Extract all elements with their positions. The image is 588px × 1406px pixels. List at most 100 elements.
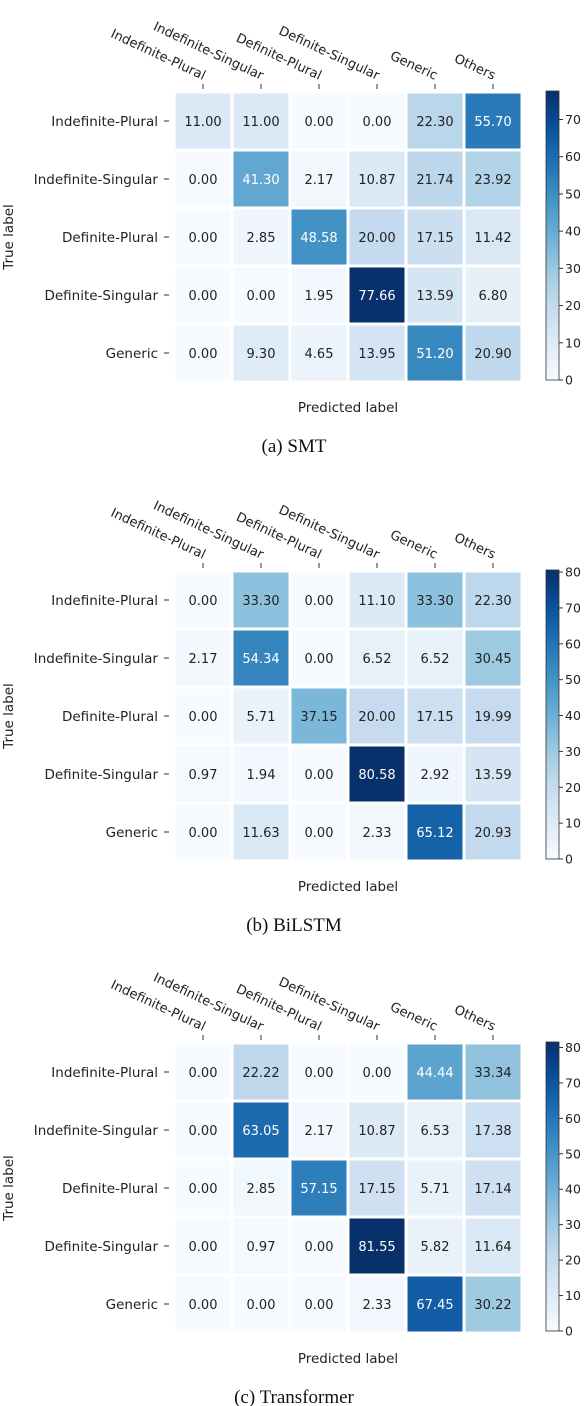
heatmap-cell bbox=[175, 572, 231, 628]
colorbar-tick-label: 40 bbox=[565, 224, 581, 239]
y-tick-label: Indefinite-Plural bbox=[51, 593, 158, 609]
heatmap-cell bbox=[291, 1218, 347, 1274]
heatmap-cell bbox=[291, 1044, 347, 1100]
heatmap-cell bbox=[465, 630, 521, 686]
cell-value-label: 0.97 bbox=[189, 768, 218, 783]
colorbar-tick-label: 10 bbox=[565, 1288, 581, 1303]
colorbar-tick-label: 70 bbox=[565, 112, 581, 127]
cell-value-label: 20.00 bbox=[358, 710, 395, 725]
heatmap-cell bbox=[291, 746, 347, 802]
colorbar-tick-label: 20 bbox=[565, 298, 581, 313]
heatmap-cell bbox=[465, 572, 521, 628]
heatmap-cell bbox=[465, 1044, 521, 1100]
cell-value-label: 2.33 bbox=[363, 1298, 392, 1313]
x-axis-title: Predicted label bbox=[298, 400, 398, 416]
heatmap-cell bbox=[233, 151, 289, 207]
heatmap-cell bbox=[407, 267, 463, 323]
figure-caption: (b) BiLSTM bbox=[246, 915, 342, 936]
cell-value-label: 10.87 bbox=[358, 173, 395, 188]
heatmap-cell bbox=[465, 1276, 521, 1332]
colorbar-tick-label: 0 bbox=[565, 852, 573, 867]
heatmap-cell bbox=[233, 746, 289, 802]
cell-value-label: 1.95 bbox=[305, 289, 334, 304]
heatmap-cell bbox=[407, 688, 463, 744]
heatmap-cell bbox=[175, 209, 231, 265]
heatmap-cell bbox=[175, 325, 231, 381]
cell-value-label: 33.30 bbox=[242, 594, 279, 609]
heatmap-cell bbox=[175, 1102, 231, 1158]
y-tick-label: Definite-Singular bbox=[44, 1239, 158, 1255]
cell-value-label: 0.00 bbox=[305, 115, 334, 130]
heatmap-cell bbox=[465, 209, 521, 265]
cell-value-label: 5.71 bbox=[421, 1182, 450, 1197]
heatmap-cell bbox=[349, 267, 405, 323]
colorbar-tick-label: 60 bbox=[565, 1111, 581, 1126]
cell-value-label: 11.64 bbox=[474, 1240, 511, 1255]
heatmap-cell bbox=[233, 804, 289, 860]
colorbar-tick-label: 70 bbox=[565, 600, 581, 615]
colorbar-tick-label: 30 bbox=[565, 261, 581, 276]
heatmap-cell bbox=[349, 1276, 405, 1332]
cell-value-label: 55.70 bbox=[474, 115, 511, 130]
cell-value-label: 5.82 bbox=[421, 1240, 450, 1255]
figure-caption: (a) SMT bbox=[262, 436, 327, 457]
cell-value-label: 2.33 bbox=[363, 826, 392, 841]
cell-value-label: 30.45 bbox=[474, 652, 511, 667]
heatmap-cell bbox=[291, 572, 347, 628]
heatmap-cell bbox=[349, 1218, 405, 1274]
heatmap-cell bbox=[233, 572, 289, 628]
cell-value-label: 0.00 bbox=[189, 1124, 218, 1139]
x-axis-title: Predicted label bbox=[298, 879, 398, 895]
cell-value-label: 11.42 bbox=[474, 231, 511, 246]
colorbar-tick-label: 10 bbox=[565, 816, 581, 831]
heatmap-cell bbox=[349, 630, 405, 686]
cell-value-label: 80.58 bbox=[358, 768, 395, 783]
colorbar bbox=[545, 90, 560, 381]
heatmap-cell bbox=[407, 93, 463, 149]
heatmap-cell bbox=[175, 688, 231, 744]
y-tick-label: Indefinite-Plural bbox=[51, 1065, 158, 1081]
cell-value-label: 0.00 bbox=[189, 1182, 218, 1197]
heatmap-cell bbox=[233, 1160, 289, 1216]
heatmap-cell bbox=[291, 630, 347, 686]
y-tick-label: Definite-Plural bbox=[62, 230, 158, 246]
heatmap-cell bbox=[465, 151, 521, 207]
y-tick-label: Indefinite-Plural bbox=[51, 114, 158, 130]
heatmap-cell bbox=[233, 325, 289, 381]
cell-value-label: 20.90 bbox=[474, 347, 511, 362]
heatmap-cell bbox=[407, 1218, 463, 1274]
y-tick-label: Definite-Singular bbox=[44, 288, 158, 304]
heatmap-cell bbox=[233, 1102, 289, 1158]
heatmap-cell bbox=[465, 1102, 521, 1158]
cell-value-label: 2.85 bbox=[247, 231, 276, 246]
x-tick-label: Definite-Singular bbox=[276, 24, 382, 84]
heatmap-cell bbox=[349, 1044, 405, 1100]
cell-value-label: 67.45 bbox=[416, 1298, 453, 1313]
cell-value-label: 0.00 bbox=[189, 1298, 218, 1313]
cell-value-label: 1.94 bbox=[247, 768, 276, 783]
x-tick-label: Others bbox=[452, 531, 498, 563]
heatmap-cell bbox=[175, 1160, 231, 1216]
heatmap-cell bbox=[233, 1044, 289, 1100]
colorbar-tick-label: 80 bbox=[565, 565, 581, 580]
cell-value-label: 0.00 bbox=[189, 231, 218, 246]
heatmap-cell bbox=[465, 1218, 521, 1274]
heatmap-cell bbox=[291, 1160, 347, 1216]
heatmap-cell bbox=[349, 151, 405, 207]
colorbar-tick-label: 50 bbox=[565, 1146, 581, 1161]
heatmap-cell bbox=[291, 209, 347, 265]
cell-value-label: 54.34 bbox=[242, 652, 279, 667]
colorbar-tick-label: 0 bbox=[565, 1324, 573, 1339]
heatmap-cell bbox=[233, 267, 289, 323]
heatmap-cell bbox=[349, 1160, 405, 1216]
heatmap-cell bbox=[175, 1218, 231, 1274]
cell-value-label: 19.99 bbox=[474, 710, 511, 725]
cell-value-label: 57.15 bbox=[300, 1182, 337, 1197]
cell-value-label: 13.95 bbox=[358, 347, 395, 362]
x-tick-label: Generic bbox=[388, 49, 440, 84]
heatmap-cell bbox=[291, 267, 347, 323]
y-tick-label: Generic bbox=[106, 1297, 158, 1313]
x-tick-label: Generic bbox=[388, 1000, 440, 1035]
heatmap-cell bbox=[175, 151, 231, 207]
cell-value-label: 6.52 bbox=[421, 652, 450, 667]
